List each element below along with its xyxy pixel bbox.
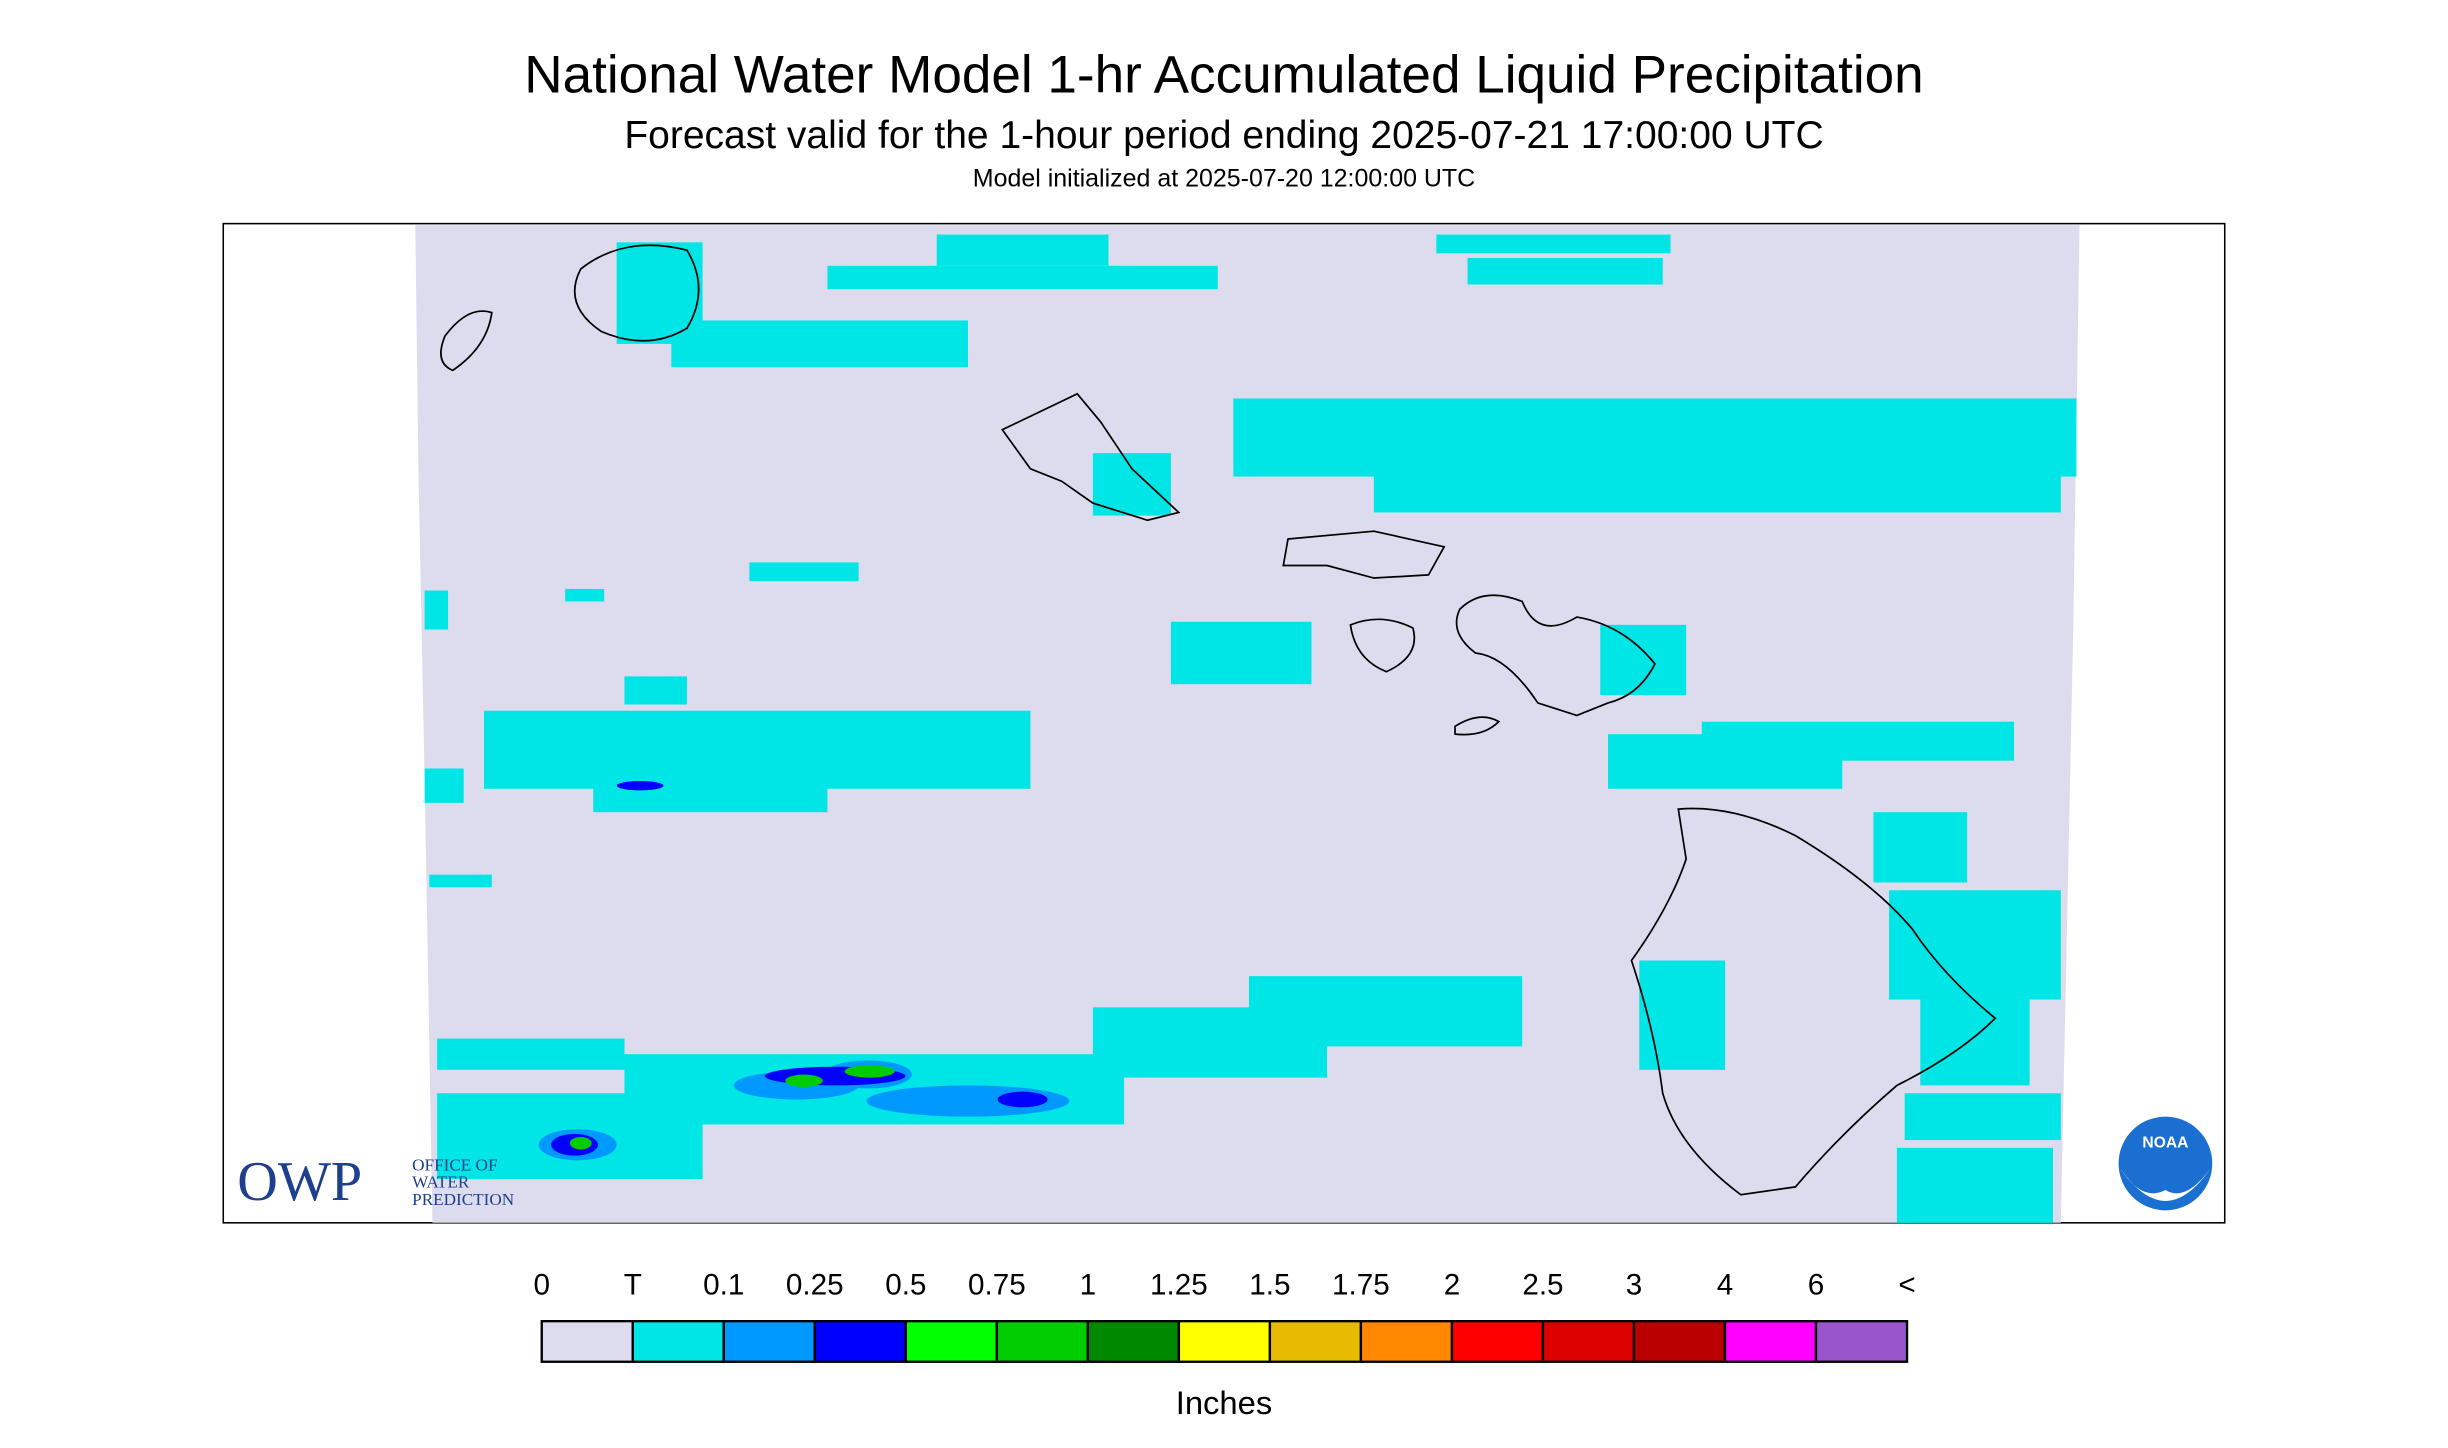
legend-swatch	[904, 1319, 999, 1363]
owp-line: WATER	[412, 1173, 470, 1192]
title: National Water Model 1-hr Accumulated Li…	[524, 45, 1923, 104]
legend: Inches 0 T 0.1 0.25 0.5 0.75 1 1.25 1.5 1.75 2 2.5 3…	[533, 1269, 1915, 1421]
legend-swatch	[1086, 1319, 1181, 1363]
legend-swatch	[1723, 1319, 1818, 1363]
owp-logo: OWP OFFICE OF WATER PREDICTION	[237, 1151, 514, 1213]
legend-swatch	[1814, 1319, 1909, 1363]
legend-swatch	[631, 1319, 725, 1363]
legend-label: 0.75	[968, 1269, 1026, 1302]
noaa-logo: NOAA	[2115, 1113, 2216, 1214]
legend-label: 1.25	[1150, 1269, 1208, 1302]
legend-swatch	[1359, 1319, 1454, 1363]
legend-label: 3	[1626, 1269, 1643, 1302]
legend-label: 1.75	[1332, 1269, 1390, 1302]
precip-areas	[424, 234, 2077, 1223]
legend-swatch	[1177, 1319, 1272, 1363]
legend-swatch	[813, 1319, 907, 1363]
legend-label: 0	[533, 1269, 550, 1302]
legend-label: 2	[1444, 1269, 1460, 1302]
legend-label: T	[624, 1269, 642, 1302]
legend-label: 4	[1717, 1269, 1734, 1302]
map: OWP OFFICE OF WATER PREDICTION NOAA	[222, 222, 2226, 1224]
legend-label: <	[1898, 1269, 1915, 1302]
legend-label: 0.5	[885, 1269, 926, 1302]
legend-label: 0.1	[703, 1269, 744, 1302]
legend-swatch	[1268, 1319, 1363, 1363]
legend-swatch	[540, 1319, 634, 1363]
owp-logo-text: OWP	[237, 1151, 362, 1213]
subtitle: Forecast valid for the 1-hour period end…	[624, 114, 1823, 157]
init-time: Model initialized at 2025-07-20 12:00:00…	[973, 165, 1475, 193]
legend-swatch	[722, 1319, 816, 1363]
legend-swatch	[1632, 1319, 1727, 1363]
legend-label: 1.5	[1249, 1269, 1290, 1302]
legend-label: 6	[1808, 1269, 1825, 1302]
legend-swatch	[995, 1319, 1090, 1363]
legend-label: 0.25	[786, 1269, 844, 1302]
owp-line: OFFICE OF	[412, 1156, 497, 1175]
owp-line: PREDICTION	[412, 1190, 514, 1209]
noaa-logo-text: NOAA	[2142, 1134, 2188, 1151]
legend-label: 1	[1080, 1269, 1097, 1302]
legend-label: 2.5	[1522, 1269, 1563, 1302]
legend-swatch	[1450, 1319, 1545, 1363]
legend-swatch	[1541, 1319, 1636, 1363]
coastlines	[440, 244, 1997, 1196]
legend-unit: Inches	[1176, 1384, 1273, 1421]
